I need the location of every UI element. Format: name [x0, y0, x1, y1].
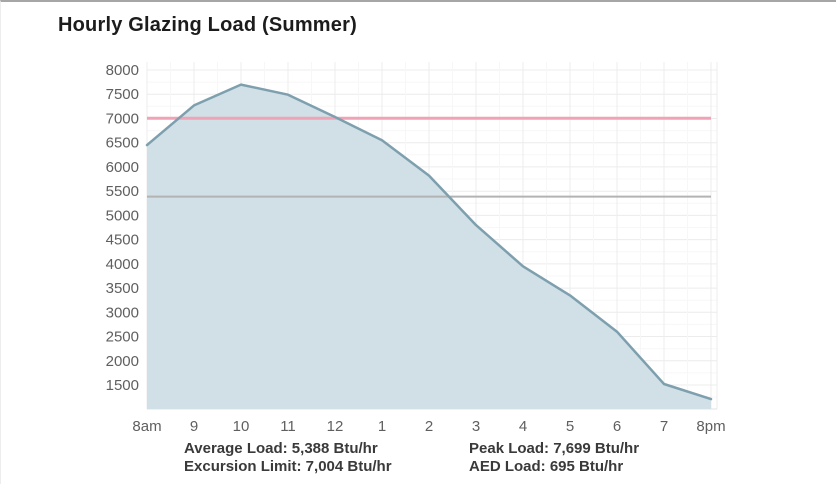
svg-text:11: 11 [280, 418, 296, 435]
svg-text:3500: 3500 [106, 280, 139, 297]
stat-average-load: Average Load: 5,388 Btu/hr [184, 440, 378, 457]
svg-text:8am: 8am [132, 418, 161, 435]
stat-aed-load: AED Load: 695 Btu/hr [469, 458, 624, 475]
svg-text:5500: 5500 [106, 183, 139, 200]
svg-text:1: 1 [378, 418, 386, 435]
svg-text:2000: 2000 [106, 353, 139, 370]
svg-text:8000: 8000 [106, 62, 139, 79]
svg-text:9: 9 [190, 418, 198, 435]
stat-excursion-limit: Excursion Limit: 7,004 Btu/hr [184, 458, 392, 475]
chart-title: Hourly Glazing Load (Summer) [58, 14, 357, 36]
stats-column-left: Average Load: 5,388 Btu/hr Excursion Lim… [184, 440, 392, 476]
svg-text:4500: 4500 [106, 232, 139, 249]
svg-text:2: 2 [425, 418, 433, 435]
stats-column-right: Peak Load: 7,699 Btu/hr AED Load: 695 Bt… [469, 440, 639, 476]
svg-text:7000: 7000 [106, 111, 139, 128]
svg-text:6: 6 [613, 418, 621, 435]
svg-text:5: 5 [566, 418, 574, 435]
svg-text:12: 12 [327, 418, 344, 435]
svg-text:3: 3 [472, 418, 480, 435]
svg-text:10: 10 [233, 418, 250, 435]
svg-text:6000: 6000 [106, 159, 139, 176]
svg-text:2500: 2500 [106, 329, 139, 346]
svg-text:4: 4 [519, 418, 527, 435]
svg-text:5000: 5000 [106, 207, 139, 224]
svg-text:3000: 3000 [106, 304, 139, 321]
hourly-glazing-load-chart: 8000 7500 7000 6500 6000 5500 5000 4500 4000 3500… [106, 62, 726, 435]
svg-text:7500: 7500 [106, 86, 139, 103]
svg-text:6500: 6500 [106, 135, 139, 152]
svg-text:4000: 4000 [106, 256, 139, 273]
stat-peak-load: Peak Load: 7,699 Btu/hr [469, 440, 640, 457]
svg-text:8pm: 8pm [696, 418, 725, 435]
svg-text:1500: 1500 [106, 377, 139, 394]
svg-text:7: 7 [660, 418, 668, 435]
